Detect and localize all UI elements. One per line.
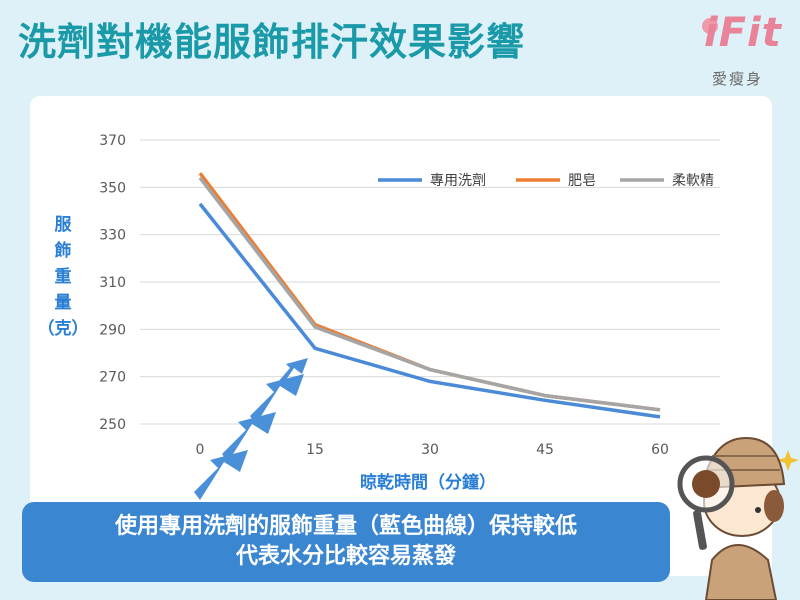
y-axis-title: 服飾重量 （克） — [38, 215, 89, 339]
legend-label: 肥皂 — [568, 173, 596, 189]
x-tick-label: 45 — [536, 442, 554, 458]
legend-label: 專用洗劑 — [430, 172, 486, 189]
logo-brand: iFit — [704, 10, 782, 56]
y-tick-label: 350 — [99, 180, 126, 196]
chart-card: 250 270 290 310 330 350 370 0 15 30 45 60 專用洗劑 肥皂 柔軟精服… — [30, 96, 772, 576]
line-chart: 250 270 290 310 330 350 370 0 15 30 45 60 專用洗劑 肥皂 柔軟精服… — [38, 133, 720, 493]
y-tick-label: 250 — [99, 417, 126, 433]
x-tick-label: 30 — [421, 442, 439, 458]
caption-line-2: 代表水分比較容易蒸發 — [235, 544, 456, 569]
y-axis-title-part: （克） — [38, 318, 89, 339]
y-tick-label: 330 — [99, 228, 126, 244]
y-tick-label: 270 — [99, 370, 126, 386]
caption-line-1: 使用專用洗劑的服飾重量（藍色曲線）保持較低 — [114, 514, 577, 539]
y-tick-label: 310 — [99, 275, 126, 291]
detective-illustration — [677, 436, 799, 600]
y-axis-title-part: 重 — [55, 266, 72, 287]
caption-box: 使用專用洗劑的服飾重量（藍色曲線）保持較低 代表水分比較容易蒸發 — [22, 502, 670, 582]
logo-subtitle: 愛瘦身 — [712, 70, 764, 88]
legend-label: 柔軟精 — [672, 173, 714, 189]
y-axis-title-part: 服 — [55, 215, 73, 235]
upward-arrows-icon — [194, 358, 308, 500]
x-axis-title: 晾乾時間（分鐘） — [360, 472, 496, 493]
y-axis-title-part: 飾 — [55, 240, 72, 261]
ifit-logo: iFit 愛瘦身 — [694, 8, 784, 98]
logo-heart-icon — [702, 18, 718, 34]
x-tick-label: 0 — [196, 442, 205, 458]
page-title: 洗劑對機能服飾排汗效果影響 — [18, 20, 526, 64]
x-tick-label: 15 — [306, 442, 324, 458]
y-axis-title-part: 量 — [55, 292, 72, 313]
y-tick-label: 290 — [99, 322, 126, 338]
x-tick-label: 60 — [651, 442, 669, 458]
y-tick-label: 370 — [99, 133, 126, 149]
